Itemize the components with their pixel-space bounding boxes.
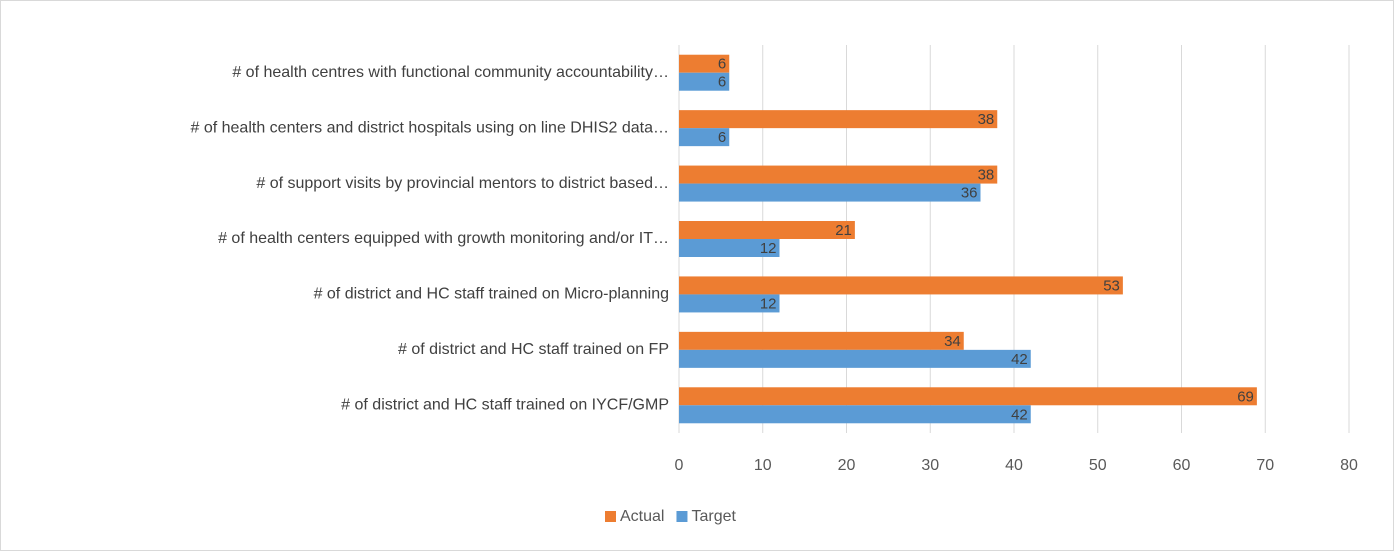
x-tick-label: 0 <box>675 457 684 474</box>
value-label: 12 <box>760 240 777 257</box>
value-label: 69 <box>1237 388 1254 405</box>
value-label: 12 <box>760 295 777 312</box>
x-tick-label: 40 <box>1005 457 1023 474</box>
value-label: 36 <box>961 185 978 202</box>
bar <box>679 221 855 239</box>
legend-swatch <box>676 511 688 522</box>
legend-swatch <box>605 511 616 522</box>
x-tick-label: 50 <box>1089 457 1107 474</box>
y-tick-label: # of district and HC staff trained on Mi… <box>314 286 669 303</box>
bar <box>679 276 1123 295</box>
bar <box>679 72 730 91</box>
bar <box>679 294 780 313</box>
bar <box>679 349 1031 368</box>
y-tick-label: # of health centers and district hospita… <box>191 119 670 136</box>
bar <box>679 405 1031 424</box>
x-tick-label: 20 <box>838 457 856 474</box>
y-tick-label: # of health centres with functional comm… <box>232 64 669 81</box>
x-tick-label: 30 <box>921 457 939 474</box>
value-label: 6 <box>718 56 726 73</box>
bar <box>679 183 981 202</box>
y-tick-label: # of district and HC staff trained on IY… <box>341 397 669 414</box>
value-label: 6 <box>718 74 726 91</box>
bar <box>679 54 730 73</box>
value-label: 38 <box>978 111 995 128</box>
x-tick-label: 80 <box>1340 457 1358 474</box>
x-tick-label: 60 <box>1173 457 1191 474</box>
value-label: 53 <box>1103 277 1120 294</box>
y-tick-label: # of support visits by provincial mentor… <box>256 175 669 192</box>
y-tick-label: # of health centers equipped with growth… <box>218 230 669 247</box>
bar <box>679 165 998 184</box>
value-label: 42 <box>1011 406 1028 423</box>
bar <box>679 239 780 257</box>
value-label: 34 <box>944 333 961 350</box>
y-tick-label: # of district and HC staff trained on FP <box>398 341 669 358</box>
legend-label: Actual <box>620 508 664 525</box>
value-label: 6 <box>718 129 726 146</box>
x-tick-label: 10 <box>754 457 772 474</box>
legend-label: Target <box>691 508 736 525</box>
value-label: 38 <box>978 167 995 184</box>
bar <box>679 331 964 350</box>
bar <box>679 387 1257 406</box>
x-tick-label: 70 <box>1256 457 1274 474</box>
value-label: 21 <box>835 222 852 239</box>
bar <box>679 110 998 129</box>
value-label: 42 <box>1011 351 1028 368</box>
bar <box>679 128 730 147</box>
